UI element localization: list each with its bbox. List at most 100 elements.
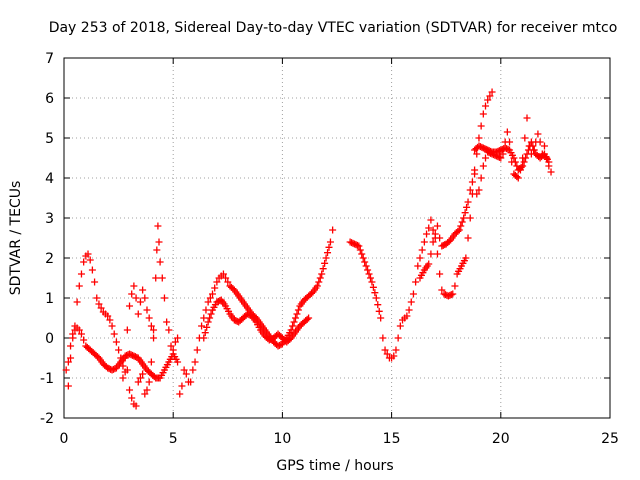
data-point bbox=[513, 173, 521, 181]
data-point bbox=[180, 366, 188, 374]
data-point bbox=[141, 390, 149, 398]
data-point bbox=[412, 278, 420, 286]
data-point bbox=[106, 316, 114, 324]
data-point bbox=[462, 254, 470, 262]
data-point bbox=[292, 314, 300, 322]
data-point bbox=[174, 358, 182, 366]
axis-ticks: 0 5 10 15 20 25 -2 -1 0 1 2 3 4 5 6 7 bbox=[40, 51, 619, 447]
x-tick-label: 0 bbox=[60, 431, 69, 447]
data-point bbox=[517, 163, 525, 171]
data-point bbox=[139, 286, 147, 294]
series-trace-a bbox=[62, 222, 182, 410]
data-point bbox=[425, 260, 433, 268]
y-tick-label: -1 bbox=[40, 371, 54, 387]
data-point bbox=[222, 274, 230, 282]
data-point bbox=[145, 314, 153, 322]
data-point bbox=[319, 265, 327, 273]
data-point bbox=[189, 366, 197, 374]
data-point bbox=[91, 278, 99, 286]
data-point bbox=[303, 315, 311, 323]
x-axis-label: GPS time / hours bbox=[276, 458, 393, 474]
data-point bbox=[522, 154, 530, 162]
data-point bbox=[420, 238, 428, 246]
data-point bbox=[75, 282, 83, 290]
data-point bbox=[123, 366, 131, 374]
data-point bbox=[414, 262, 422, 270]
data-point bbox=[362, 262, 370, 270]
y-tick-label: 4 bbox=[45, 171, 54, 187]
data-point bbox=[433, 222, 441, 230]
x-tick-label: 10 bbox=[273, 431, 291, 447]
data-point bbox=[438, 286, 446, 294]
data-point bbox=[403, 312, 411, 320]
data-point bbox=[203, 323, 211, 331]
data-point bbox=[97, 304, 105, 312]
data-point bbox=[407, 298, 415, 306]
data-point bbox=[156, 258, 164, 266]
data-point bbox=[171, 338, 179, 346]
data-point bbox=[536, 138, 544, 146]
data-point bbox=[519, 162, 527, 170]
data-point bbox=[136, 298, 144, 306]
data-point bbox=[497, 154, 505, 162]
data-point bbox=[77, 270, 85, 278]
series-trace-h bbox=[471, 138, 553, 174]
data-point bbox=[290, 318, 298, 326]
data-point bbox=[375, 307, 383, 315]
data-point bbox=[463, 203, 471, 211]
data-point bbox=[130, 282, 138, 290]
data-point bbox=[206, 294, 214, 302]
data-point bbox=[176, 390, 184, 398]
y-tick-label: -2 bbox=[40, 411, 54, 427]
data-point bbox=[433, 250, 441, 258]
data-point bbox=[141, 294, 149, 302]
data-point bbox=[86, 256, 94, 264]
data-point bbox=[152, 274, 160, 282]
y-axis-label: SDTVAR / TECUs bbox=[8, 181, 24, 296]
data-point bbox=[466, 214, 474, 222]
series-trace-c bbox=[119, 282, 158, 382]
data-point bbox=[187, 378, 195, 386]
x-tick-label: 25 bbox=[601, 431, 619, 447]
data-point bbox=[503, 128, 511, 136]
data-point bbox=[204, 318, 212, 326]
data-point bbox=[458, 218, 466, 226]
data-point bbox=[379, 334, 387, 342]
data-point bbox=[326, 238, 334, 246]
data-point bbox=[529, 142, 537, 150]
data-point bbox=[390, 352, 398, 360]
data-point bbox=[369, 283, 377, 291]
data-point bbox=[155, 238, 163, 246]
data-point bbox=[486, 92, 494, 100]
data-point bbox=[121, 354, 129, 362]
data-point bbox=[115, 346, 123, 354]
data-point bbox=[318, 270, 326, 278]
data-point bbox=[128, 394, 136, 402]
series-trace-f bbox=[346, 88, 496, 362]
data-point bbox=[366, 274, 374, 282]
data-point bbox=[356, 246, 364, 254]
data-point bbox=[530, 146, 538, 154]
data-point bbox=[191, 358, 199, 366]
data-point bbox=[224, 278, 232, 286]
data-point bbox=[64, 382, 72, 390]
data-point bbox=[460, 214, 468, 222]
data-point bbox=[364, 266, 372, 274]
data-point bbox=[325, 243, 333, 251]
series-trace-d bbox=[176, 226, 337, 398]
data-point bbox=[436, 270, 444, 278]
data-point bbox=[80, 258, 88, 266]
data-point bbox=[198, 322, 206, 330]
data-point bbox=[545, 158, 553, 166]
data-point bbox=[313, 282, 321, 290]
data-point bbox=[93, 294, 101, 302]
data-point bbox=[482, 154, 490, 162]
data-point bbox=[75, 326, 83, 334]
data-point bbox=[371, 289, 379, 297]
data-point bbox=[358, 250, 366, 258]
data-point bbox=[455, 226, 463, 234]
x-tick-label: 15 bbox=[383, 431, 401, 447]
y-tick-label: 2 bbox=[45, 251, 54, 267]
data-point bbox=[451, 282, 459, 290]
data-point bbox=[202, 306, 210, 314]
